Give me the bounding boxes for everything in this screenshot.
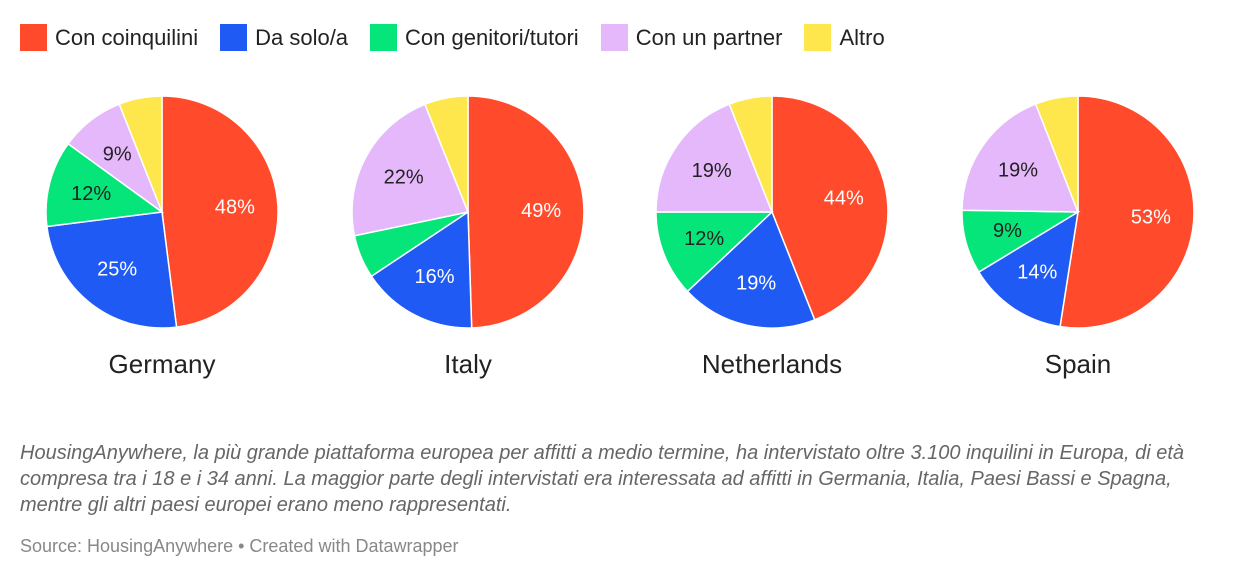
slice-label: 19% bbox=[736, 272, 776, 294]
legend-item-altro: Altro bbox=[804, 24, 885, 51]
slice-label: 49% bbox=[521, 200, 561, 222]
pie-slice bbox=[118, 95, 163, 213]
chart-notes: HousingAnywhere, la più grande piattafor… bbox=[20, 442, 1185, 516]
legend-swatch bbox=[220, 24, 248, 51]
pie-title: Italy bbox=[444, 349, 492, 379]
slice-label: 53% bbox=[1131, 207, 1171, 229]
pie-title: Spain bbox=[1045, 349, 1112, 379]
pie-title: Germany bbox=[109, 349, 216, 379]
pie-slice bbox=[728, 95, 773, 213]
legend-swatch bbox=[600, 24, 628, 51]
pie-slice bbox=[655, 211, 774, 293]
pie-slice bbox=[161, 95, 279, 328]
slice-label: 48% bbox=[215, 196, 255, 218]
pie-slice bbox=[46, 211, 178, 329]
legend-label: Altro bbox=[839, 24, 885, 50]
legend-swatch bbox=[370, 24, 398, 51]
slice-label: 25% bbox=[97, 259, 137, 281]
slice-label: 14% bbox=[1017, 262, 1057, 284]
pie-slice bbox=[1059, 95, 1195, 329]
pie-slice bbox=[977, 210, 1079, 328]
pie-slice bbox=[1034, 95, 1079, 213]
pie-title: Netherlands bbox=[702, 349, 842, 379]
slice-label: 12% bbox=[71, 183, 111, 205]
legend-label: Con genitori/tutori bbox=[405, 24, 579, 50]
slice-label: 12% bbox=[684, 228, 724, 250]
legend-swatch bbox=[804, 24, 832, 51]
pie-slice bbox=[686, 210, 816, 329]
legend-label: Con coinquilini bbox=[55, 24, 199, 50]
slice-label: 44% bbox=[824, 187, 864, 209]
legend-swatch bbox=[20, 24, 47, 51]
legend-label: Con un partner bbox=[635, 24, 783, 50]
slice-label: 9% bbox=[993, 220, 1022, 242]
pie-slice bbox=[655, 103, 774, 213]
chart-legend: Con coinquilini Da solo/a Con genitori/t… bbox=[20, 24, 907, 51]
slice-label: 22% bbox=[384, 167, 424, 189]
pie-slice bbox=[45, 142, 164, 228]
legend-item-da-solo: Da solo/a bbox=[220, 24, 348, 51]
legend-item-con-partner: Con un partner bbox=[600, 24, 783, 51]
slice-label: 19% bbox=[692, 160, 732, 182]
pie-slice bbox=[423, 95, 469, 213]
pie-slice bbox=[351, 103, 470, 237]
pie-slice bbox=[467, 95, 585, 329]
pie-slice bbox=[370, 210, 473, 329]
slice-label: 9% bbox=[103, 143, 132, 165]
pie-slice bbox=[771, 95, 889, 321]
pie-slice bbox=[961, 103, 1080, 213]
chart-source: Source: HousingAnywhere • Created with D… bbox=[20, 536, 459, 556]
legend-label: Da solo/a bbox=[255, 24, 349, 50]
pie-charts: 48% 25% 12% 9% Germany 49% 16% 22% Italy 44% 19% 12… bbox=[45, 95, 1195, 379]
slice-label: 16% bbox=[414, 266, 454, 288]
legend-item-con-coinquilini: Con coinquilini bbox=[20, 24, 198, 51]
slice-label: 19% bbox=[998, 159, 1038, 181]
legend-item-con-genitori: Con genitori/tutori bbox=[370, 24, 579, 51]
